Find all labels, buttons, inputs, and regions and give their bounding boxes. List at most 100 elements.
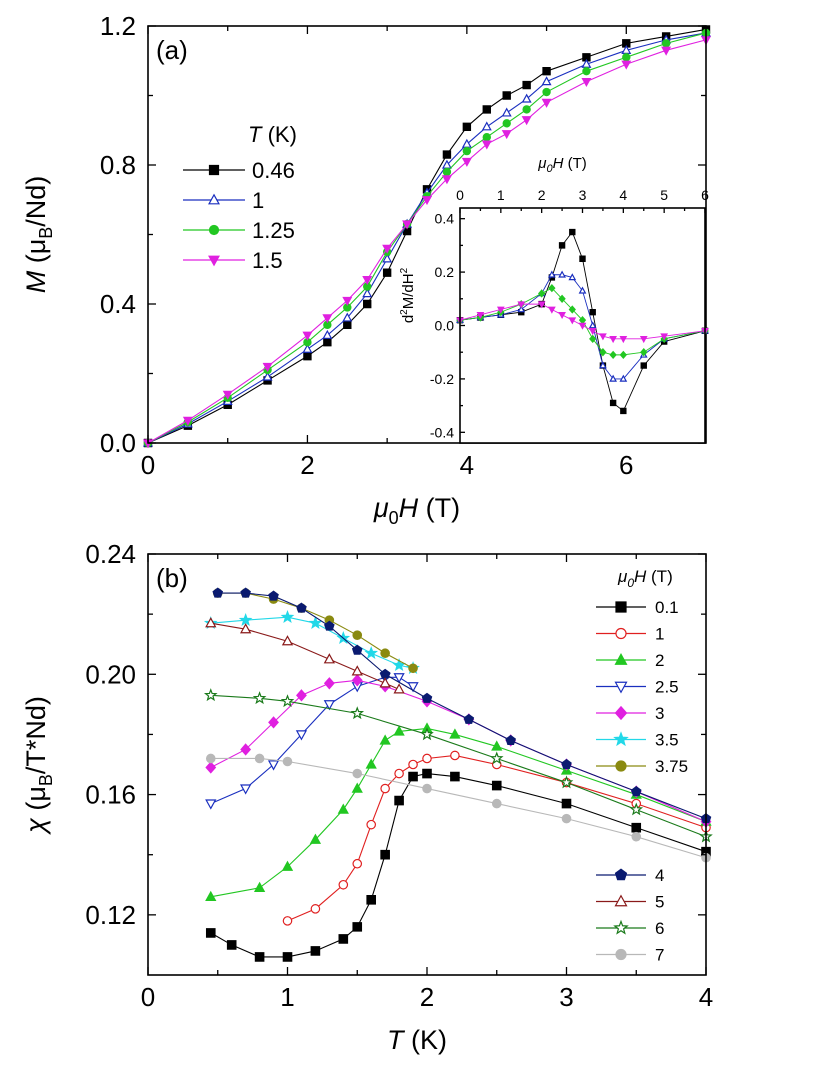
panel-label: (b): [156, 563, 188, 593]
legend-marker: [614, 681, 628, 694]
data-point: [323, 700, 335, 711]
x-tick-label: 4: [460, 450, 474, 480]
data-point: [588, 321, 597, 329]
data-point: [660, 333, 669, 341]
y-tick-label: 0.12: [85, 900, 136, 930]
legend-label: 3.5: [655, 731, 679, 750]
data-point: [240, 743, 252, 756]
data-point: [364, 646, 379, 660]
data-point: [631, 831, 642, 842]
legend: μ0H (T) 0.1 1 2 2.5 3 3.5 3.75 4 5 6 7: [596, 567, 688, 965]
x-tick-label: 1: [497, 187, 505, 203]
data-point: [379, 677, 391, 688]
data-point: [491, 780, 502, 791]
legend-label: 1: [655, 625, 664, 644]
data-point: [253, 881, 266, 892]
legend-label: 7: [655, 946, 664, 965]
data-point: [569, 228, 576, 236]
legend-item: 3.5: [596, 731, 679, 750]
legend-marker: [615, 627, 627, 640]
data-point: [621, 60, 632, 70]
legend-label: 1.25: [252, 218, 295, 243]
data-point: [380, 849, 390, 860]
data-point: [589, 308, 596, 316]
data-point: [541, 98, 552, 108]
x-tick-label: 0: [456, 187, 464, 203]
data-point: [337, 803, 349, 814]
data-point: [362, 276, 373, 286]
data-point: [205, 890, 217, 901]
data-point: [296, 689, 307, 702]
data-point: [267, 760, 280, 771]
data-point: [282, 916, 293, 926]
data-point: [537, 301, 546, 309]
y-axis-label: d2M/dH2: [399, 267, 417, 323]
y-axis-label: M (μB/Nd): [21, 176, 56, 294]
x-tick-label: 5: [660, 187, 668, 203]
data-point: [351, 782, 363, 793]
data-point: [309, 833, 322, 844]
legend-item: 0.1: [596, 598, 679, 617]
data-point: [548, 306, 556, 314]
data-point: [324, 620, 335, 631]
data-point: [481, 140, 492, 150]
x-tick-label: 6: [619, 450, 633, 480]
data-point: [578, 322, 587, 330]
legend-marker: [614, 894, 628, 907]
legend-label: 3.75: [655, 757, 688, 776]
data-point: [379, 734, 391, 745]
data-point: [205, 799, 217, 810]
data-point: [517, 301, 526, 309]
y-tick-label: 0.8: [100, 150, 136, 180]
data-point: [589, 334, 597, 344]
data-point: [363, 299, 372, 309]
data-point: [203, 688, 218, 702]
data-point: [394, 795, 404, 806]
x-tick-label: 0: [141, 450, 155, 480]
data-point: [568, 317, 577, 325]
data-point: [352, 768, 363, 779]
legend-label: 6: [655, 919, 664, 938]
data-point: [282, 952, 293, 962]
data-point: [462, 122, 472, 131]
legend-marker: [613, 731, 629, 747]
data-point: [631, 822, 642, 833]
data-point: [282, 756, 293, 767]
data-point: [420, 727, 434, 741]
legend-marker: [615, 601, 627, 613]
data-point: [280, 694, 295, 708]
data-point: [541, 76, 552, 86]
x-tick-label: 4: [619, 187, 627, 203]
data-point: [496, 306, 505, 314]
legend-item: 1.25: [183, 218, 295, 243]
series-line: [459, 274, 706, 380]
legend-label: 2.5: [655, 678, 679, 697]
legend-item: 0.46: [183, 158, 295, 183]
series-line: [210, 616, 414, 669]
legend-item: 4: [596, 866, 664, 885]
legend-marker: [613, 919, 629, 935]
data-point: [394, 768, 404, 779]
data-point: [558, 242, 566, 249]
data-point: [422, 768, 432, 779]
data-point: [281, 860, 294, 871]
legend-item: 1: [596, 625, 664, 644]
x-tick-label: 3: [579, 187, 587, 203]
legend-label: 1: [252, 188, 264, 213]
data-point: [342, 296, 353, 306]
data-point: [622, 39, 631, 48]
data-point: [582, 66, 591, 76]
data-point: [351, 644, 363, 655]
y-tick-label: 0.0: [100, 428, 136, 458]
data-point: [619, 350, 627, 360]
data-point: [322, 314, 333, 324]
data-point: [559, 775, 574, 789]
data-point: [538, 289, 546, 298]
data-point: [578, 286, 587, 294]
panel-label: (a): [156, 35, 188, 65]
legend-marker: [208, 255, 220, 267]
data-point: [521, 116, 532, 126]
data-point: [558, 270, 566, 278]
legend-item: 3: [596, 704, 664, 723]
data-point: [609, 336, 617, 344]
